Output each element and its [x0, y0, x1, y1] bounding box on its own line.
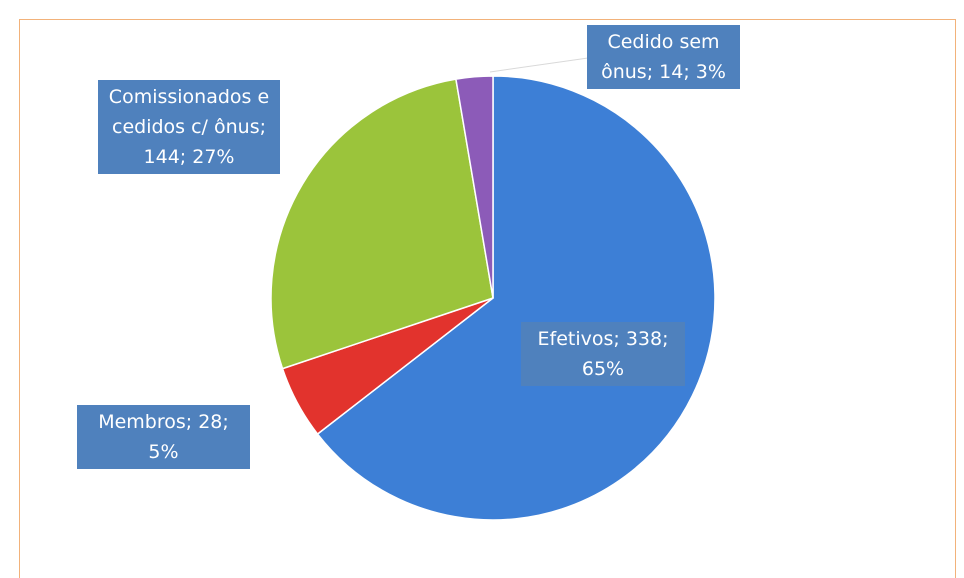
- pie-slice: [270, 78, 494, 370]
- data-label: Cedido sem ônus; 14; 3%: [587, 25, 740, 89]
- frame: [19, 19, 956, 578]
- leader-line: [489, 57, 589, 73]
- pie-slice: [455, 75, 494, 299]
- data-label: Comissionados e cedidos c/ ônus; 144; 27…: [98, 80, 280, 174]
- data-label: Membros; 28; 5%: [77, 405, 250, 469]
- data-label: Efetivos; 338; 65%: [521, 322, 685, 386]
- pie-slice: [316, 75, 716, 521]
